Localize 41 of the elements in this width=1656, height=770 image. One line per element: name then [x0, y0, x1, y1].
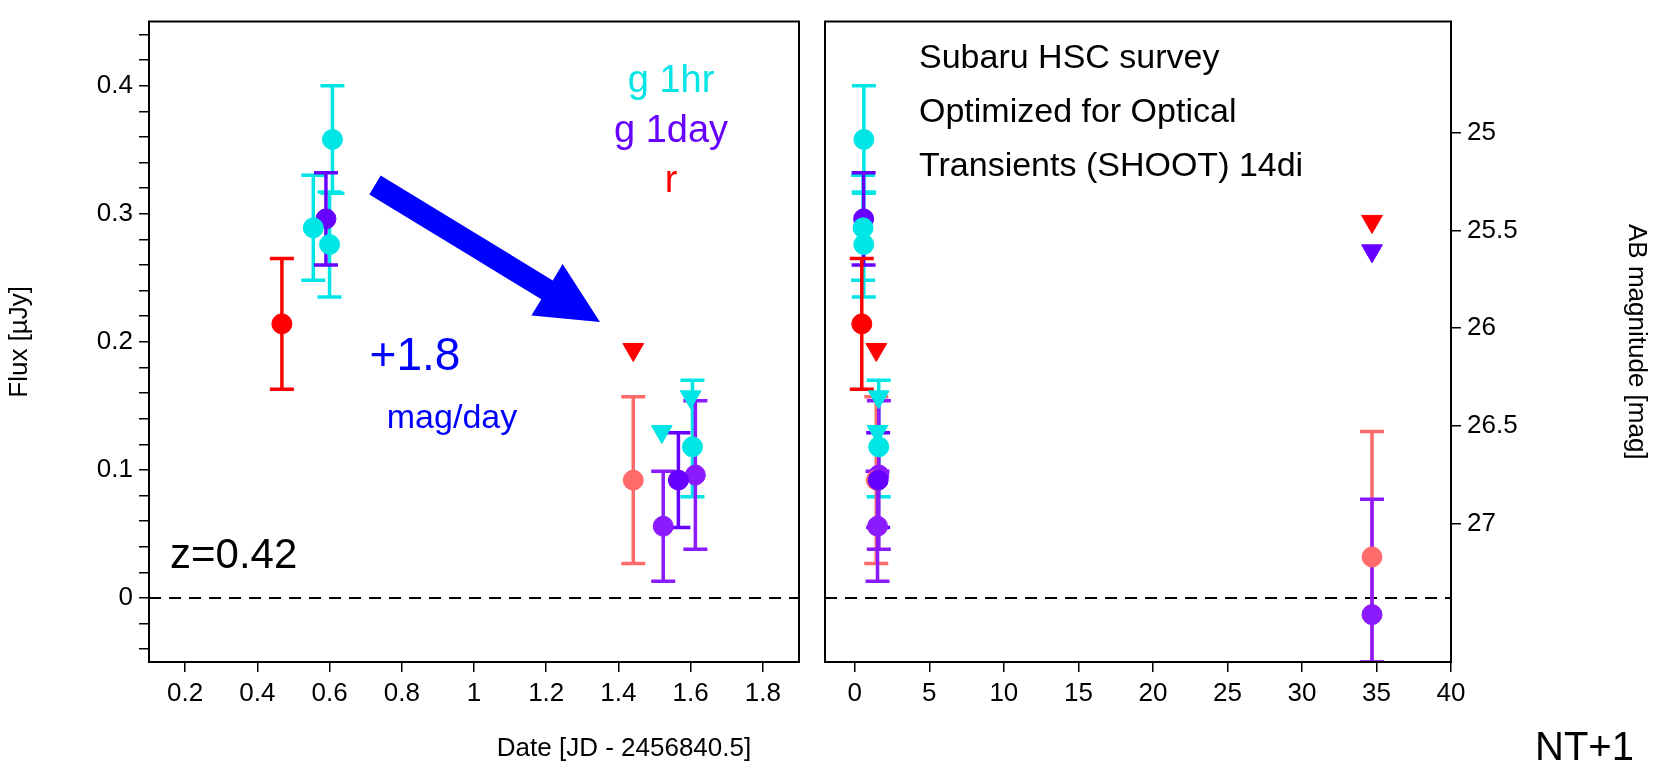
annotation: Transients (SHOOT) 14di: [919, 145, 1304, 183]
x-tick-label: 35: [1362, 676, 1391, 707]
x-tick-label: 25: [1212, 676, 1242, 707]
x-tick-label: 20: [1138, 676, 1168, 707]
annotation: z=0.42: [170, 530, 298, 577]
x-tick-label: 5: [922, 676, 937, 707]
x-axis-title: Date [JD - 2456840.5]: [495, 732, 753, 763]
y-tick-label: 0: [118, 581, 133, 612]
y2-tick-label: 27: [1467, 506, 1496, 537]
annotation: mag/day: [386, 397, 518, 435]
x-tick-label: 15: [1063, 676, 1093, 707]
x-tick-label: 1.2: [528, 676, 565, 707]
x-tick-label: 1.8: [744, 676, 781, 707]
text: NT+1: [1535, 724, 1634, 768]
y-tick-label: 0.4: [96, 68, 133, 99]
x-tick-label: 0.2: [167, 676, 204, 707]
annotation: Subaru HSC survey: [919, 37, 1220, 75]
y2-tick-label: 25.5: [1467, 213, 1518, 244]
annotation: Optimized for Optical: [919, 91, 1237, 129]
x-tick-label: 0.4: [239, 676, 276, 707]
y-tick-label: 0.2: [96, 324, 133, 355]
annotation: +1.8: [369, 328, 461, 380]
y2-tick-label: 26: [1467, 311, 1496, 342]
y-tick-label: 0.1: [96, 453, 133, 484]
y-tick-label: 0.3: [96, 196, 133, 227]
text: g 1hr: [627, 57, 715, 100]
y-axis-title: Flux [µJy]: [2, 285, 33, 398]
y2-tick-label: 25: [1467, 116, 1496, 147]
y2-tick-label: 26.5: [1467, 408, 1518, 439]
x-tick-label: 40: [1436, 676, 1466, 707]
x-tick-label: 0: [847, 676, 863, 707]
text: g 1day: [613, 107, 729, 150]
text: r: [664, 157, 678, 200]
y2-axis-title: AB magnitude [mag]: [1623, 224, 1654, 460]
x-tick-label: 0.6: [311, 676, 348, 707]
x-tick-label: 10: [989, 676, 1019, 707]
x-tick-label: 1: [466, 676, 482, 707]
x-tick-label: 30: [1287, 676, 1317, 707]
x-tick-label: 0.8: [383, 676, 420, 707]
x-tick-label: 1.4: [600, 676, 637, 707]
x-tick-label: 1.6: [672, 676, 709, 707]
